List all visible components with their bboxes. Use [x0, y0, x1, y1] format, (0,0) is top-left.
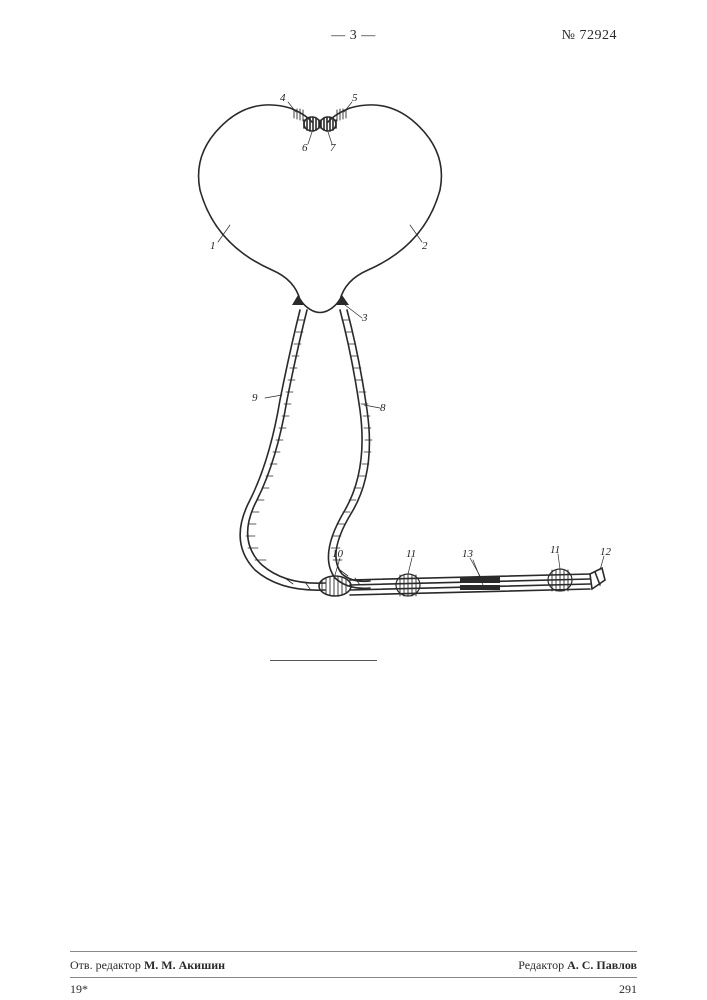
editor-right-label: Редактор: [518, 958, 564, 972]
footer-editors: Отв. редактор М. М. Акишин Редактор А. С…: [70, 951, 637, 958]
label-11a: 11: [406, 548, 416, 560]
label-4: 4: [280, 92, 286, 104]
label-9: 9: [252, 392, 258, 404]
page-number: 291: [619, 982, 637, 997]
editor-left-name: М. М. Акишин: [144, 958, 225, 972]
label-1: 1: [210, 240, 216, 252]
label-6: 6: [302, 142, 308, 154]
editor-responsible: Отв. редактор М. М. Акишин: [70, 958, 225, 973]
figure-drawing: 1 2 3 4 5 6 7 8 9 10 11 13 11 12: [100, 80, 620, 630]
label-13: 13: [462, 548, 473, 560]
horizontal-divider: [270, 660, 377, 661]
document-number: № 72924: [562, 28, 617, 44]
label-2: 2: [422, 240, 428, 252]
editor-left-label: Отв. редактор: [70, 958, 141, 972]
page-marker: — 3 —: [331, 28, 376, 44]
label-10: 10: [332, 548, 343, 560]
editor-right-name: А. С. Павлов: [567, 958, 637, 972]
footer-pagination: 19* 291: [70, 977, 637, 982]
label-5: 5: [352, 92, 358, 104]
label-3: 3: [362, 312, 368, 324]
label-11b: 11: [550, 544, 560, 556]
label-12: 12: [600, 546, 611, 558]
editor: Редактор А. С. Павлов: [518, 958, 637, 973]
label-7: 7: [330, 142, 336, 154]
label-8: 8: [380, 402, 386, 414]
patent-page: — 3 — № 72924: [0, 0, 707, 1000]
stethoscope-diagram-svg: [100, 80, 620, 630]
signature-mark: 19*: [70, 982, 88, 997]
